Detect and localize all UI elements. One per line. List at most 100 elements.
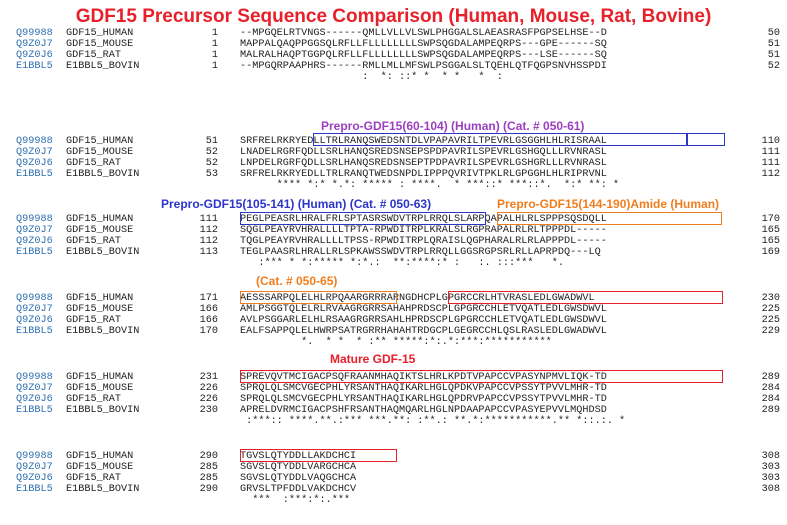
alignment-row: Q99988 GDF15_HUMAN 290 TGVSLQTYDDLLAKDCHCI 3… xyxy=(0,451,787,462)
sequence: SRFRELRKRYEDLLTRLRANQSWEDSNTDLVPAPAVRILT… xyxy=(240,136,607,147)
alignment-row: Q9Z0J6 GDF15_RAT 52 LNPDELRGRFQDLLSRLHANQSR… xyxy=(0,158,787,169)
end-position: 165 xyxy=(761,225,780,236)
sequence: SQGLPEAYRVHRALLLLTPTA-RPWDITRPLKRALSLRGP… xyxy=(240,225,607,236)
end-position: 165 xyxy=(761,236,780,247)
end-position: 51 xyxy=(767,39,780,50)
page-title: GDF15 Precursor Sequence Comparison (Hum… xyxy=(75,6,712,27)
alignment-row: Q99988 GDF15_HUMAN 231 SPREVQVTMCIGACPSQFRA… xyxy=(0,372,787,383)
sequence: SRFRELRKRYEDLLTRLRANQTWEDSNPDLIPPPQVRIVT… xyxy=(240,169,607,180)
start-position: 1 xyxy=(211,50,218,61)
accession-id: Q9Z0J7 xyxy=(16,39,53,50)
accession-id: E1BBL5 xyxy=(16,169,53,180)
accession-id: E1BBL5 xyxy=(16,484,53,495)
end-position: 111 xyxy=(761,158,780,169)
start-position: 51 xyxy=(205,136,218,147)
sequence: LNADELRGRFQDLLSRLHANQSREDSNSEPSPDPAVRILS… xyxy=(240,147,607,158)
alignment-row: Q9Z0J7 GDF15_MOUSE 112 SQGLPEAYRVHRALLLLTPT… xyxy=(0,225,787,236)
sequence: SPRQLQLSMCVGECPHLYRSANTHAQIKARLHGLQPDRVP… xyxy=(240,394,607,405)
start-position: 285 xyxy=(199,462,218,473)
alignment-row: Q99988 GDF15_HUMAN 1 --MPGQELRTVNGS------QM… xyxy=(0,28,787,39)
start-position: 1 xyxy=(211,61,218,72)
alignment-row: Q9Z0J6 GDF15_RAT 226 SPRQLQLSMCVGECPHLYRSAN… xyxy=(0,394,787,405)
alignment-row: E1BBL5 E1BBL5_BOVIN 170 EALFSAPPQLELHWRPSAT… xyxy=(0,326,787,337)
end-position: 169 xyxy=(761,247,780,258)
end-position: 229 xyxy=(761,326,780,337)
sequence: MALRALHAQPTGGPQLRFLLFLLLLLLLLSWPSQGDALAM… xyxy=(240,50,607,61)
sequence: APRELDVRMCIGACPSHFRSANTHAQMQARLHGLNPDAAP… xyxy=(240,405,607,416)
sequence: SGVSLQTYDDLVAQGCHCA xyxy=(240,473,357,484)
alignment-row: Q9Z0J6 GDF15_RAT 1 MALRALHAQPTGGPQLRFLLFLLL… xyxy=(0,50,787,61)
protein-name: E1BBL5_BOVIN xyxy=(66,247,140,258)
start-position: 112 xyxy=(199,225,218,236)
start-position: 112 xyxy=(199,236,218,247)
mature-gdf15-box-2 xyxy=(240,370,723,383)
accession-id: Q9Z0J6 xyxy=(16,236,53,247)
alignment-row: Q9Z0J6 GDF15_RAT 112 TQGLPEAYRVHRALLLLTPSS-… xyxy=(0,236,787,247)
protein-name: GDF15_RAT xyxy=(66,158,122,169)
start-position: 52 xyxy=(205,147,218,158)
start-position: 1 xyxy=(211,39,218,50)
protein-name: GDF15_HUMAN xyxy=(66,451,134,462)
start-position: 170 xyxy=(199,326,218,337)
end-position: 52 xyxy=(767,61,780,72)
sequence: TQGLPEAYRVHRALLLLTPSS-RPWDITRPLQRAISLQGP… xyxy=(240,236,607,247)
prepro-60-104-box xyxy=(313,133,687,146)
consensus-symbols: *. * * * :** *****:*:.*:***:*********** xyxy=(240,337,552,348)
accession-id: Q9Z0J7 xyxy=(16,462,53,473)
start-position: 226 xyxy=(199,383,218,394)
prepro-60-104-label: Prepro-GDF15(60-104) (Human) (Cat. # 050… xyxy=(321,119,585,133)
end-position: 50 xyxy=(767,28,780,39)
alignment-row: Q99988 GDF15_HUMAN 51 SRFRELRKRYEDLLTRLRANQ… xyxy=(0,136,787,147)
mature-gdf15-box-1 xyxy=(448,291,723,304)
protein-name: GDF15_RAT xyxy=(66,315,122,326)
accession-id: E1BBL5 xyxy=(16,326,53,337)
alignment-row: E1BBL5 E1BBL5_BOVIN 1 --MPGQRPAAPHRS------R… xyxy=(0,61,787,72)
accession-id: Q99988 xyxy=(16,372,53,383)
accession-id: E1BBL5 xyxy=(16,247,53,258)
end-position: 284 xyxy=(761,394,780,405)
alignment-row: Q9Z0J6 GDF15_RAT 285 SGVSLQTYDDLVAQGCHCA 303 xyxy=(0,473,787,484)
start-position: 290 xyxy=(199,451,218,462)
start-position: 1 xyxy=(211,28,218,39)
consensus-symbols: :***:: ****.**.:*** ***.**: :**.: **.*:*… xyxy=(240,416,626,427)
protein-name: GDF15_MOUSE xyxy=(66,304,134,315)
alignment-row: E1BBL5 E1BBL5_BOVIN 230 APRELDVRMCIGACPSHFR… xyxy=(0,405,787,416)
end-position: 308 xyxy=(761,451,780,462)
protein-name: E1BBL5_BOVIN xyxy=(66,61,140,72)
sequence: --MPGQELRTVNGS------QMLLVLLVLSWLPHGGALSL… xyxy=(240,28,607,39)
start-position: 285 xyxy=(199,473,218,484)
protein-name: E1BBL5_BOVIN xyxy=(66,484,140,495)
end-position: 303 xyxy=(761,462,780,473)
start-position: 166 xyxy=(199,315,218,326)
sequence: TGVSLQTYDDLLAKDCHCI xyxy=(240,451,357,462)
end-position: 225 xyxy=(761,304,780,315)
protein-name: GDF15_MOUSE xyxy=(66,39,134,50)
consensus-symbols: **** *:* *.*: ***** : ****. * ***::* ***… xyxy=(240,180,620,191)
end-position: 225 xyxy=(761,315,780,326)
start-position: 230 xyxy=(199,405,218,416)
consensus-symbols: : *: ::* * * * * : xyxy=(240,72,503,83)
alignment-row: Q9Z0J7 GDF15_MOUSE 52 LNADELRGRFQDLLSRLHANQ… xyxy=(0,147,787,158)
end-position: 308 xyxy=(761,484,780,495)
alignment-row: Q9Z0J7 GDF15_MOUSE 226 SPRQLQLSMCVGECPHLYRS… xyxy=(0,383,787,394)
protein-name: E1BBL5_BOVIN xyxy=(66,169,140,180)
sequence: AESSSARPQLELHLRPQAARGRRRARNGDHCPLGPGRCCR… xyxy=(240,293,595,304)
protein-name: E1BBL5_BOVIN xyxy=(66,405,140,416)
accession-id: Q99988 xyxy=(16,214,53,225)
protein-name: GDF15_MOUSE xyxy=(66,225,134,236)
accession-id: Q9Z0J7 xyxy=(16,147,53,158)
end-position: 289 xyxy=(761,405,780,416)
alignment-row: Q99988 GDF15_HUMAN 171 AESSSARPQLELHLRPQAAR… xyxy=(0,293,787,304)
protein-name: GDF15_HUMAN xyxy=(66,214,134,225)
prepro-60-104-box-end xyxy=(687,133,725,146)
accession-id: Q9Z0J7 xyxy=(16,304,53,315)
accession-id: E1BBL5 xyxy=(16,405,53,416)
end-position: 112 xyxy=(761,169,780,180)
start-position: 52 xyxy=(205,158,218,169)
sequence: AMLPSGGTQLELRLRVAAGRGRRSAHAHPRDSCPLGPGRC… xyxy=(240,304,607,315)
accession-id: Q9Z0J6 xyxy=(16,315,53,326)
protein-name: E1BBL5_BOVIN xyxy=(66,326,140,337)
alignment-row: Q9Z0J7 GDF15_MOUSE 285 SGVSLQTYDDLVARGCHCA 3… xyxy=(0,462,787,473)
accession-id: Q99988 xyxy=(16,28,53,39)
alignment-row: E1BBL5 E1BBL5_BOVIN 113 TEGLPAASRLHRALLRLSP… xyxy=(0,247,787,258)
